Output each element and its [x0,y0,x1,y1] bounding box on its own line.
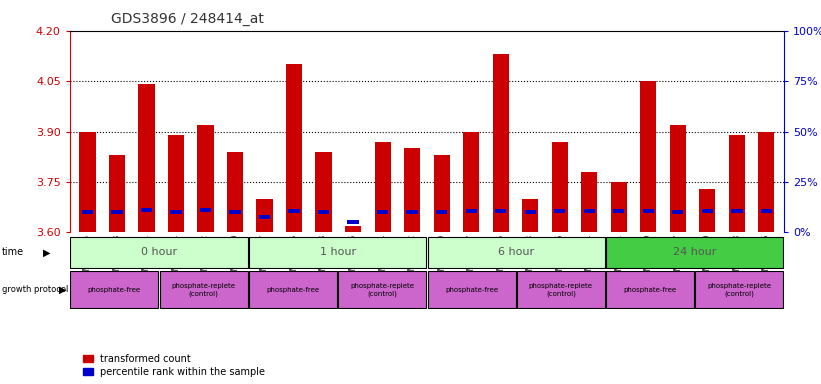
Bar [732,209,742,213]
Bar [672,210,683,214]
Bar [729,135,745,232]
Bar [256,199,273,232]
Bar [404,148,420,232]
Bar [606,237,783,268]
Bar [288,209,300,213]
Bar [141,208,152,212]
Bar [581,172,598,232]
Bar [516,271,605,308]
Bar [338,271,426,308]
Bar [200,208,211,212]
Bar [227,152,243,232]
Text: 6 hour: 6 hour [498,247,534,258]
Text: phosphate-replete
(control): phosphate-replete (control) [172,283,236,297]
Bar [552,142,568,232]
Text: 0 hour: 0 hour [141,247,177,258]
Text: 1 hour: 1 hour [319,247,355,258]
Text: GDS3896 / 248414_at: GDS3896 / 248414_at [111,12,264,25]
Text: phosphate-free: phosphate-free [88,287,141,293]
Bar [377,210,388,214]
Bar [71,271,158,308]
Bar [463,131,479,232]
Bar [761,209,772,213]
Text: phosphate-replete
(control): phosphate-replete (control) [708,283,772,297]
Bar [259,215,270,219]
Bar [695,271,783,308]
Bar [643,209,654,213]
Bar [699,189,715,232]
Bar [71,237,248,268]
Text: phosphate-free: phosphate-free [624,287,677,293]
Bar [315,152,332,232]
Bar [522,199,539,232]
Bar [554,209,566,213]
Bar [466,209,477,213]
Bar [168,135,184,232]
Text: phosphate-replete
(control): phosphate-replete (control) [529,283,593,297]
Bar [112,210,122,214]
Text: growth protocol: growth protocol [2,285,68,295]
Bar [347,220,359,224]
Text: ▶: ▶ [43,247,50,258]
Bar [80,131,95,232]
Text: phosphate-free: phosphate-free [445,287,498,293]
Bar [493,54,509,232]
Bar [613,209,625,213]
Bar [702,209,713,213]
Bar [286,65,302,232]
Bar [171,210,181,214]
Bar [318,210,329,214]
Bar [606,271,695,308]
Bar [584,209,595,213]
Bar [406,210,418,214]
Bar [109,155,125,232]
Legend: transformed count, percentile rank within the sample: transformed count, percentile rank withi… [83,354,265,377]
Bar [759,131,774,232]
Bar [640,81,657,232]
Bar [139,84,154,232]
Bar [249,237,426,268]
Text: ▶: ▶ [59,285,67,295]
Bar [428,237,605,268]
Bar [525,210,536,214]
Text: time: time [2,247,24,258]
Bar [229,210,241,214]
Bar [436,210,447,214]
Bar [197,125,213,232]
Bar [495,209,507,213]
Bar [374,142,391,232]
Bar [249,271,337,308]
Text: phosphate-replete
(control): phosphate-replete (control) [351,283,415,297]
Bar [433,155,450,232]
Bar [428,271,516,308]
Bar [82,210,93,214]
Bar [611,182,627,232]
Text: 24 hour: 24 hour [673,247,717,258]
Bar [670,125,686,232]
Bar [159,271,248,308]
Text: phosphate-free: phosphate-free [267,287,319,293]
Bar [345,225,361,232]
